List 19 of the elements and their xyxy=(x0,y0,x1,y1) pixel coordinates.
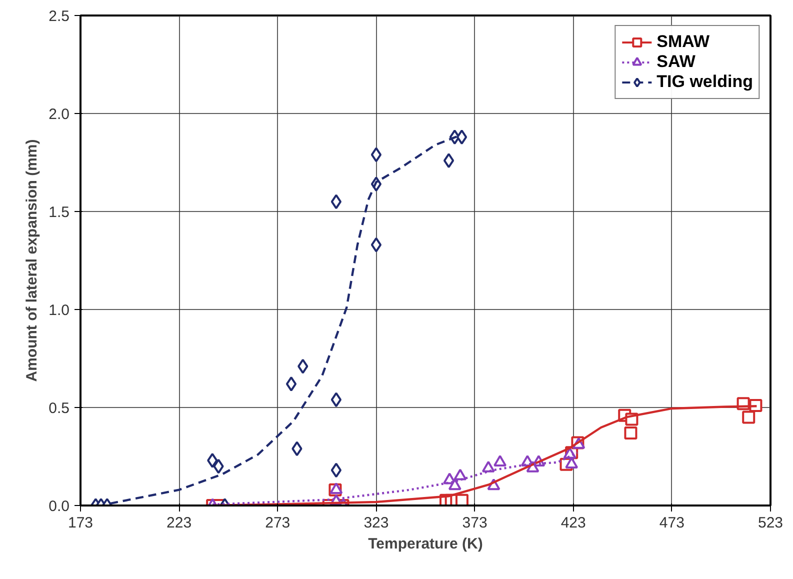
x-tick-label: 323 xyxy=(364,514,389,532)
x-tick-label: 373 xyxy=(462,514,488,532)
y-tick-label: 1.5 xyxy=(48,204,70,221)
x-tick-label: 273 xyxy=(265,514,290,532)
x-tick-label: 223 xyxy=(166,514,192,532)
x-tick-label: 473 xyxy=(659,514,684,532)
y-tick-label: 1.0 xyxy=(48,302,70,319)
y-axis-title: Amount of lateral expansion (mm) xyxy=(24,139,41,382)
y-tick-label: 0.0 xyxy=(48,498,70,515)
y-tick-label: 2.5 xyxy=(48,8,70,25)
x-tick-label: 423 xyxy=(560,514,586,532)
x-tick-label: 523 xyxy=(758,514,784,532)
legend-label: SAW xyxy=(656,52,696,72)
y-tick-label: 2.0 xyxy=(48,106,70,123)
legend-label: TIG welding xyxy=(656,72,753,92)
y-tick-label: 0.5 xyxy=(48,400,70,417)
x-tick-label: 173 xyxy=(68,514,94,532)
x-axis-title: Temperature (K) xyxy=(368,536,483,552)
legend-label: SMAW xyxy=(656,32,710,52)
